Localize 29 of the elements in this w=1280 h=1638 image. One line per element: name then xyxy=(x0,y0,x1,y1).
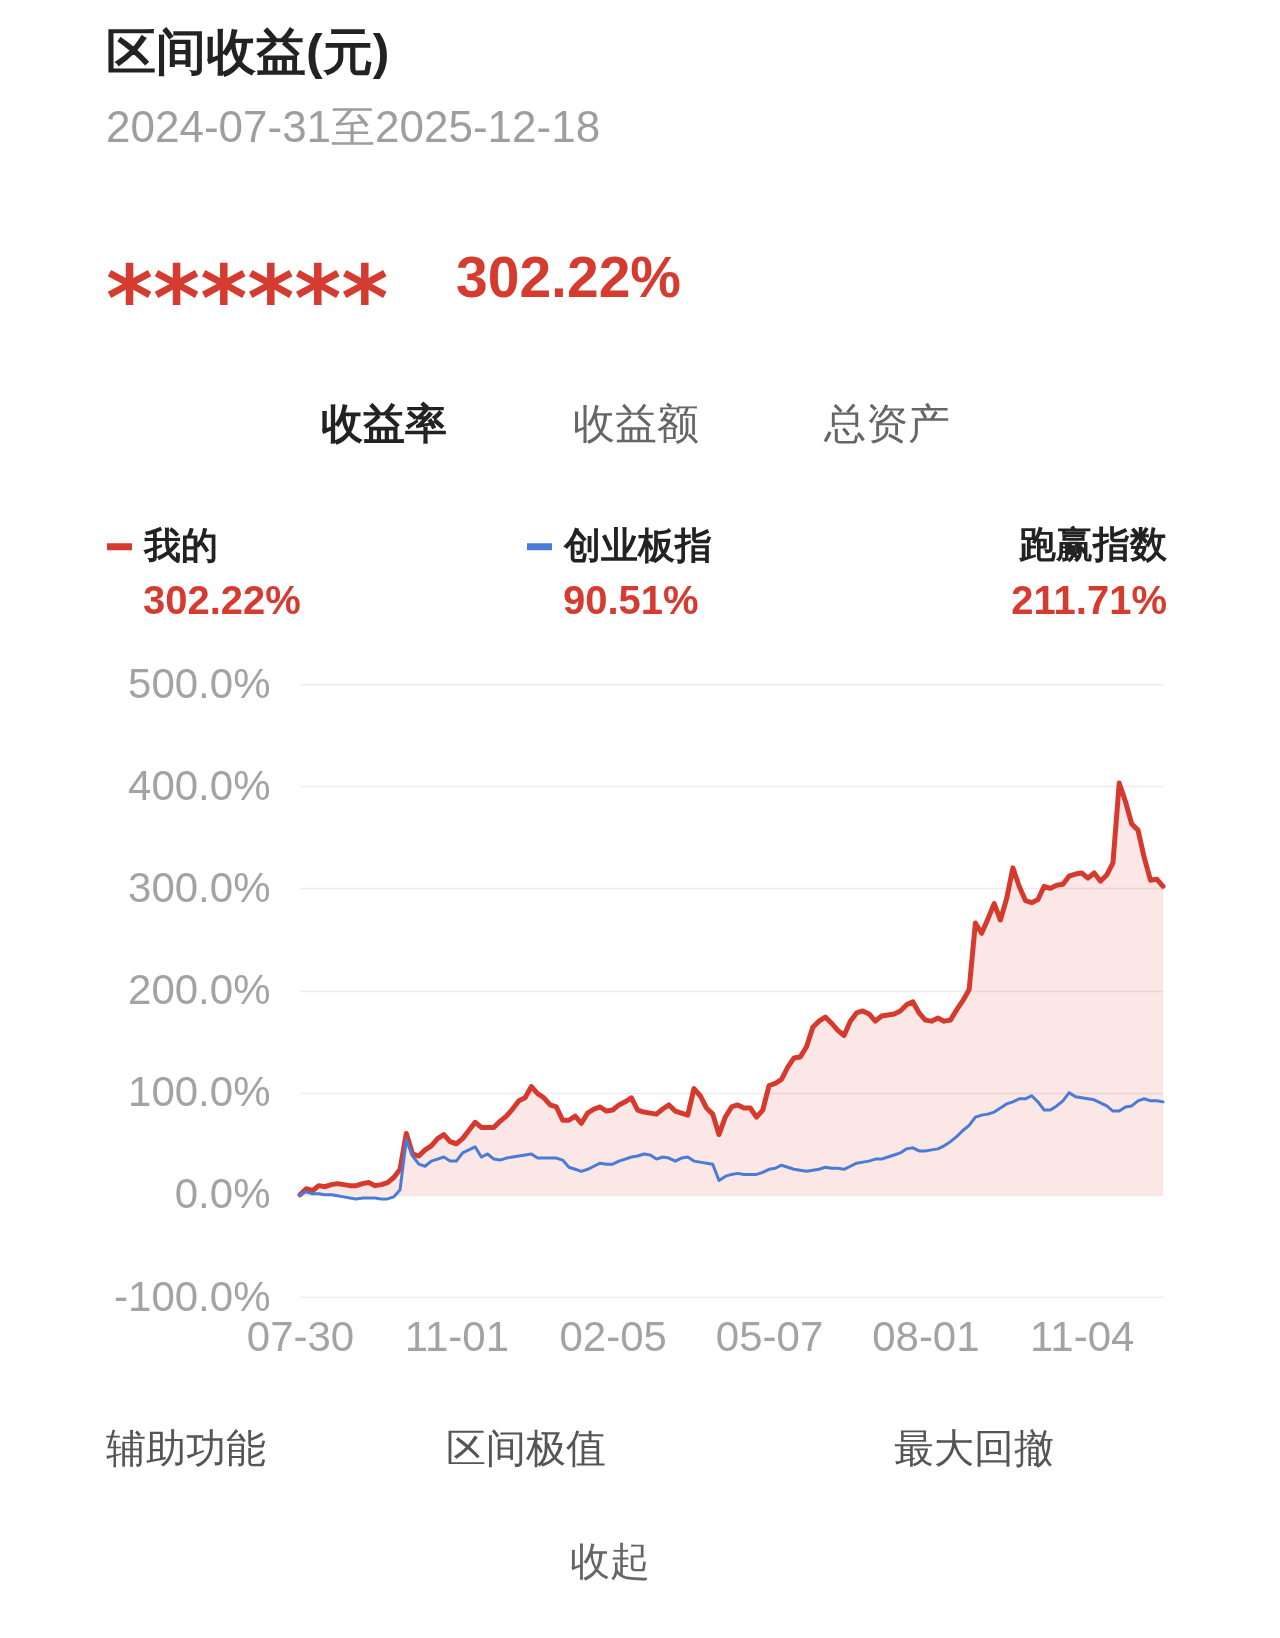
text: 区间极值 xyxy=(446,1426,606,1470)
text: 211.71% xyxy=(1011,578,1167,622)
text: 总资产 xyxy=(823,400,950,447)
chart-title: 区间收益(元) xyxy=(106,24,390,80)
text: 收益率 xyxy=(321,400,447,447)
text: 302.22% xyxy=(456,245,682,309)
text: 90.51% xyxy=(563,578,699,622)
y-tick-label: 200.0% xyxy=(128,966,271,1013)
text: 收起 xyxy=(570,1539,650,1583)
text: 辅助功能 xyxy=(106,1426,266,1470)
legend-label: 我的 xyxy=(143,524,218,566)
text: 收益额 xyxy=(573,400,699,447)
chart-subtitle: 2024-07-31至2025-12-18 xyxy=(106,102,601,151)
y-tick-label: 400.0% xyxy=(128,761,271,809)
x-tick-label: 02-05 xyxy=(559,1312,667,1360)
text: 302.22% xyxy=(143,578,301,622)
x-tick-label: 05-07 xyxy=(715,1312,824,1360)
y-tick-label: 100.0% xyxy=(128,1068,271,1116)
y-tick-label: 0.0% xyxy=(174,1170,271,1218)
x-tick-label: 11-04 xyxy=(1030,1312,1135,1360)
text: 跑赢指数 xyxy=(1018,524,1168,565)
text: ****** xyxy=(106,246,389,351)
legend-label: 创业板指 xyxy=(563,524,712,566)
y-tick-label: 500.0% xyxy=(128,659,271,707)
text: 最大回撤 xyxy=(894,1426,1054,1470)
y-tick-label: 300.0% xyxy=(128,863,271,911)
line-series xyxy=(298,1091,1165,1201)
x-tick-label: 08-01 xyxy=(872,1312,980,1360)
x-tick-label: 11-01 xyxy=(404,1312,509,1360)
